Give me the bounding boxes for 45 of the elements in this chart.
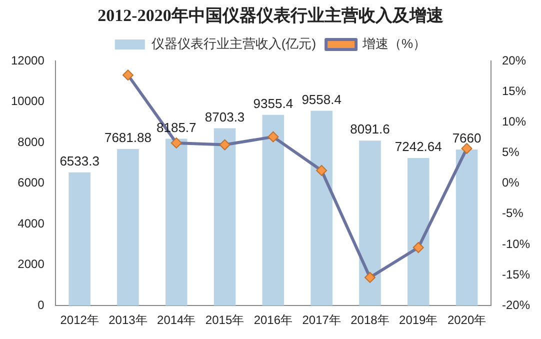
y2-tick-label: 15% [502,84,526,98]
data-label: 8703.3 [204,109,245,124]
x-tick-label: 2017年 [302,313,341,328]
y2-tick-label: -10% [502,236,530,251]
y2-tick-label: 20% [502,53,526,68]
x-tick-label: 2018年 [350,313,390,328]
x-tick-label: 2019年 [399,313,438,328]
bar [310,110,332,306]
bar [117,149,139,306]
y-tick-label: 12000 [10,53,45,68]
y2-tick-label: 10% [502,114,526,128]
data-label: 9558.4 [302,92,342,107]
y-tick-label: 8000 [18,134,45,149]
bar [359,140,381,306]
bar [262,114,284,306]
data-label: 7660 [452,130,482,146]
y2-tick-label: -20% [502,298,530,312]
chart-title: 2012-2020年中国仪器仪表行业主营收入及增速 [96,5,444,27]
y2-tick-label: -15% [502,267,530,282]
y-tick-label: 10000 [10,94,45,108]
data-label: 6533.3 [60,154,100,169]
bar [68,172,90,306]
y2-tick-label: 0% [502,176,520,190]
bar [214,128,236,306]
x-tick-label: 2013年 [108,313,148,328]
data-label: 7242.64 [394,139,442,154]
x-tick-label: 2014年 [157,313,196,328]
y-tick-label: 2000 [18,257,45,272]
y2-tick-label: 5% [502,145,520,160]
data-label: 9355.4 [253,96,294,111]
y-tick-label: 4000 [18,216,45,230]
y2-tick-label: -5% [502,206,524,220]
data-label: 7681.88 [104,130,152,146]
x-tick-label: 2012年 [60,313,99,328]
legend-label: 增速（%） [362,36,426,52]
bar [456,149,478,306]
y-tick-label: 0 [38,298,45,312]
x-tick-label: 2016年 [254,313,293,328]
legend-label: 仪器仪表行业主营收入(亿元) [151,36,316,52]
x-tick-label: 2020年 [447,313,486,328]
y-tick-label: 6000 [18,176,45,190]
data-label: 8091.6 [350,122,390,137]
x-tick-label: 2015年 [205,313,244,328]
bar [407,158,430,306]
bar [165,138,188,306]
